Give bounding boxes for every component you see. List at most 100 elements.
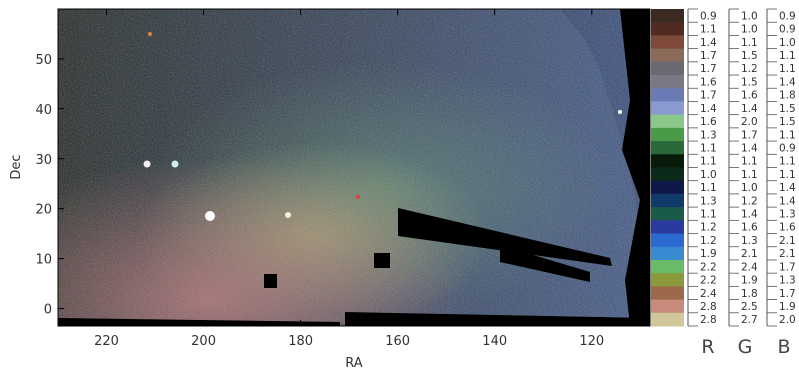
colorbar-label: 1.3 xyxy=(700,129,717,141)
colorbar-label: 2.0 xyxy=(779,314,796,326)
colorbar-label: 2.2 xyxy=(700,261,717,273)
colorbar-label: 1.2 xyxy=(700,235,717,247)
y-axis: 0 10 20 30 40 50 xyxy=(35,53,650,318)
bright-source xyxy=(148,32,152,36)
plot-frame xyxy=(57,8,651,327)
colorbar-label: 1.5 xyxy=(741,76,758,88)
colorbar-swatch xyxy=(651,207,684,221)
colorbar-label: 1.1 xyxy=(779,63,796,75)
colorbar-label: 1.9 xyxy=(700,248,717,260)
colorbar-label: 1.2 xyxy=(741,195,758,207)
colorbar-label: 1.4 xyxy=(700,103,717,115)
colorbar-label: 1.6 xyxy=(779,222,796,234)
masked-strip xyxy=(500,245,590,282)
colorbar-label: 1.0 xyxy=(741,24,758,36)
colorbar-label: 1.1 xyxy=(741,37,758,49)
x-tick-label: 200 xyxy=(191,334,216,349)
colorbar-label: 2.7 xyxy=(741,314,758,326)
colorbar-swatch xyxy=(651,75,684,89)
colorbar-label: 1.8 xyxy=(741,288,758,300)
masked-patch xyxy=(374,253,390,268)
y-tick-label: 10 xyxy=(35,253,52,268)
x-tick-label: 180 xyxy=(288,334,313,349)
colorbar-label: 1.1 xyxy=(700,142,717,154)
colorbar-label: 2.8 xyxy=(700,301,717,313)
x-tick-label: 140 xyxy=(482,334,507,349)
bright-source xyxy=(356,195,360,199)
colorbar-label: 1.7 xyxy=(779,261,796,273)
colorbar-swatch xyxy=(651,220,684,235)
colorbar-label: 0.9 xyxy=(700,10,717,22)
x-axis-title: RA xyxy=(345,356,363,371)
colorbar-label: 1.1 xyxy=(700,182,717,194)
colorbar-swatch xyxy=(651,167,684,182)
colorbar-label: 1.4 xyxy=(779,182,796,194)
colorbar-label: 1.1 xyxy=(741,156,758,168)
colorbar-label: 1.3 xyxy=(741,235,758,247)
colorbar-label: 1.7 xyxy=(700,90,717,102)
colorbar-label: 1.1 xyxy=(779,156,796,168)
colorbar-label: 1.9 xyxy=(779,301,796,313)
colorbar-label: 2.8 xyxy=(700,314,717,326)
colorbar-swatch xyxy=(651,9,684,23)
colorbar-label: 1.5 xyxy=(779,116,796,128)
colorbar-swatch xyxy=(651,48,684,63)
y-tick-label: 30 xyxy=(35,153,52,168)
masked-edge xyxy=(620,9,650,326)
colorbar-swatch xyxy=(651,180,684,195)
colorbar-label: 1.9 xyxy=(741,275,758,287)
colorbar-label: 1.8 xyxy=(779,90,796,102)
colorbar-label: 1.1 xyxy=(700,209,717,221)
colorbar-label: 2.5 xyxy=(741,301,758,313)
colorbar-label: 0.9 xyxy=(779,142,796,154)
colorbar-swatch xyxy=(651,233,684,248)
colorbar-label: 1.0 xyxy=(741,182,758,194)
colorbar-label: 2.0 xyxy=(741,116,758,128)
colorbar-swatch xyxy=(651,141,684,155)
x-tick-label: 160 xyxy=(385,334,410,349)
colorbar-swatch xyxy=(651,299,684,314)
masked-strip xyxy=(58,318,340,326)
colorbar-label: 2.2 xyxy=(700,275,717,287)
colorbar-swatch xyxy=(651,61,684,76)
colorbar-label: 2.1 xyxy=(741,248,758,260)
colorbar-label: 1.1 xyxy=(700,156,717,168)
colorbar-label: 1.3 xyxy=(700,195,717,207)
colorbar-label: 1.4 xyxy=(779,76,796,88)
colorbar-swatch xyxy=(651,88,684,102)
colorbar-label: 1.1 xyxy=(700,24,717,36)
masked-strip xyxy=(345,312,650,326)
colorbar-label: 1.4 xyxy=(779,195,796,207)
colorbar-label: 1.3 xyxy=(779,275,796,287)
colorbar-label: 2.1 xyxy=(779,248,796,260)
colorbar-swatch xyxy=(651,193,684,208)
y-tick-label: 50 xyxy=(35,53,52,68)
colorbar-label: 0.9 xyxy=(779,24,796,36)
colorbar-swatch xyxy=(651,246,684,261)
colorbar-swatch xyxy=(651,286,684,301)
colorbar-label: 2.1 xyxy=(779,235,796,247)
colorbar-label: 2.4 xyxy=(741,261,758,273)
x-tick-label: 220 xyxy=(94,334,119,349)
colorbar-label: 1.7 xyxy=(741,129,758,141)
bright-source xyxy=(205,211,215,221)
colorbar-label: 1.2 xyxy=(741,63,758,75)
bright-source xyxy=(171,160,179,168)
colorbar-label: 0.9 xyxy=(779,10,796,22)
colorbar-swatch xyxy=(651,154,684,168)
colorbar-labels: 0.9 1.0 0.91.1 1.0 0.91.4 1.1 1.01.7 1.5 1.11.7 1… xyxy=(687,8,796,327)
colorbar-label: 1.4 xyxy=(700,37,717,49)
colorbar-swatch xyxy=(651,273,684,287)
colorbar-label: 1.7 xyxy=(700,50,717,62)
colorbar-swatch xyxy=(651,127,684,142)
colorbar-label: 1.4 xyxy=(741,103,758,115)
colorbar-label: 1.3 xyxy=(779,209,796,221)
colorbar-swatch xyxy=(651,114,684,129)
colorbar-label: 1.7 xyxy=(700,63,717,75)
colorbar-label: 1.6 xyxy=(741,222,758,234)
colorbar-label: 1.1 xyxy=(779,169,796,181)
colorbar-swatch xyxy=(651,101,684,116)
bright-source xyxy=(143,160,151,168)
x-axis: 220 200 180 160 140 120 xyxy=(94,9,604,349)
